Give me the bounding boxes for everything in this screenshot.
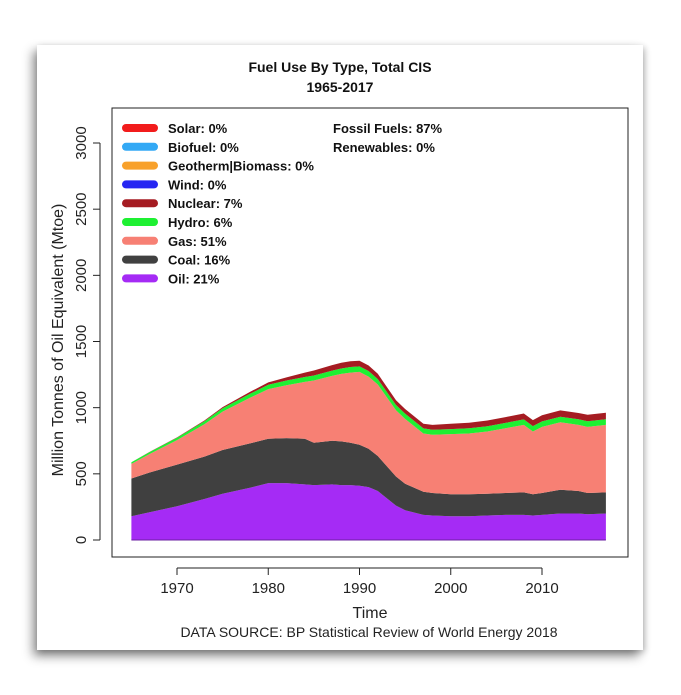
x-tick-label: 2000	[434, 580, 467, 597]
legend: Solar: 0% Biofuel: 0% Geotherm|Biomass: 0%…	[122, 121, 314, 286]
area-gas	[131, 371, 606, 495]
y-tick-label: 3000	[73, 126, 90, 159]
y-tick-label: 2000	[73, 259, 90, 292]
legend-label: Wind: 0%	[168, 177, 227, 192]
y-axis-label: Million Tonnes of Oil Equivalent (Mtoe)	[50, 204, 67, 477]
legend-summary-fossil: Fossil Fuels: 87%	[333, 121, 443, 136]
y-tick-label: 2500	[73, 192, 90, 225]
area-oil	[131, 483, 606, 540]
area-coal	[131, 438, 606, 517]
chart-title: Fuel Use By Type, Total CIS	[248, 59, 431, 75]
data-source-note: DATA SOURCE: BP Statistical Review of Wo…	[180, 624, 557, 640]
chart-subtitle: 1965-2017	[307, 79, 374, 95]
legend-label: Gas: 51%	[168, 234, 227, 249]
legend-label: Solar: 0%	[168, 121, 228, 136]
x-axis: 1970 1980 1990 2000 2010	[160, 567, 559, 597]
area-layers	[131, 360, 606, 541]
legend-label: Coal: 16%	[168, 253, 231, 268]
x-axis-label: Time	[353, 605, 388, 622]
y-tick-label: 1000	[73, 391, 90, 424]
legend-label: Biofuel: 0%	[168, 140, 239, 155]
x-tick-label: 1970	[160, 580, 193, 597]
plot-frame	[111, 107, 629, 558]
legend-label: Oil: 21%	[168, 271, 220, 286]
legend-label: Hydro: 6%	[168, 215, 233, 230]
y-tick-label: 500	[73, 461, 90, 486]
y-tick-label: 1500	[73, 325, 90, 358]
y-axis: 0 500 1000 1500 2000 2500 3000	[73, 126, 101, 544]
legend-label: Nuclear: 7%	[168, 196, 243, 211]
legend-summary-renewables: Renewables: 0%	[333, 140, 435, 155]
x-tick-label: 1980	[252, 580, 285, 597]
legend-label: Geotherm|Biomass: 0%	[168, 159, 314, 174]
x-tick-label: 2010	[525, 580, 558, 597]
y-tick-label: 0	[73, 536, 90, 544]
x-tick-label: 1990	[343, 580, 376, 597]
